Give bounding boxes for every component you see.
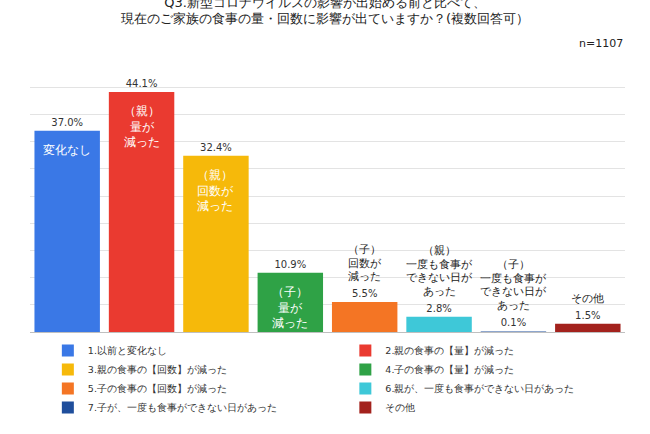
svg-text:2.8%: 2.8% <box>426 303 451 314</box>
svg-text:（子）量が減った: （子）量が減った <box>272 285 308 330</box>
svg-text:n=1107: n=1107 <box>579 37 623 50</box>
svg-text:（子）回数が減った: （子）回数が減った <box>348 243 382 282</box>
svg-text:その他: その他 <box>385 402 415 413</box>
svg-text:1.以前と変化なし: 1.以前と変化なし <box>88 345 167 356</box>
svg-text:（親）回数が減った: （親）回数が減った <box>197 168 234 213</box>
svg-text:5.子の食事の【回数】が減った: 5.子の食事の【回数】が減った <box>88 383 227 394</box>
svg-text:2.親の食事の【量】が減った: 2.親の食事の【量】が減った <box>385 345 514 356</box>
svg-text:4.子の食事の【量】が減った: 4.子の食事の【量】が減った <box>385 364 514 375</box>
svg-text:6.親が、一度も食事ができない日があった: 6.親が、一度も食事ができない日があった <box>385 383 574 394</box>
svg-text:5.5%: 5.5% <box>352 288 377 299</box>
svg-text:（親）量が減った: （親）量が減った <box>124 104 160 149</box>
svg-text:（子）一度も食事ができない日があった: （子）一度も食事ができない日があった <box>480 258 547 311</box>
svg-text:37.0%: 37.0% <box>51 117 83 128</box>
svg-text:44.1%: 44.1% <box>126 78 158 89</box>
svg-text:1.5%: 1.5% <box>575 310 600 321</box>
svg-text:7.子が、一度も食事ができない日があった: 7.子が、一度も食事ができない日があった <box>88 402 277 413</box>
svg-text:3.親の食事の【回数】が減った: 3.親の食事の【回数】が減った <box>88 364 227 375</box>
svg-text:（親）一度も食事ができない日があった: （親）一度も食事ができない日があった <box>406 244 473 297</box>
svg-text:Q3.新型コロナウイルスの影響が出始める前と比べて、現在のご: Q3.新型コロナウイルスの影響が出始める前と比べて、現在のご家族の食事の量・回数… <box>121 0 529 26</box>
svg-text:10.9%: 10.9% <box>274 259 306 270</box>
svg-text:32.4%: 32.4% <box>200 142 232 153</box>
svg-text:変化なし: 変化なし <box>43 143 91 157</box>
svg-text:その他: その他 <box>571 292 604 304</box>
svg-text:0.1%: 0.1% <box>501 317 526 328</box>
